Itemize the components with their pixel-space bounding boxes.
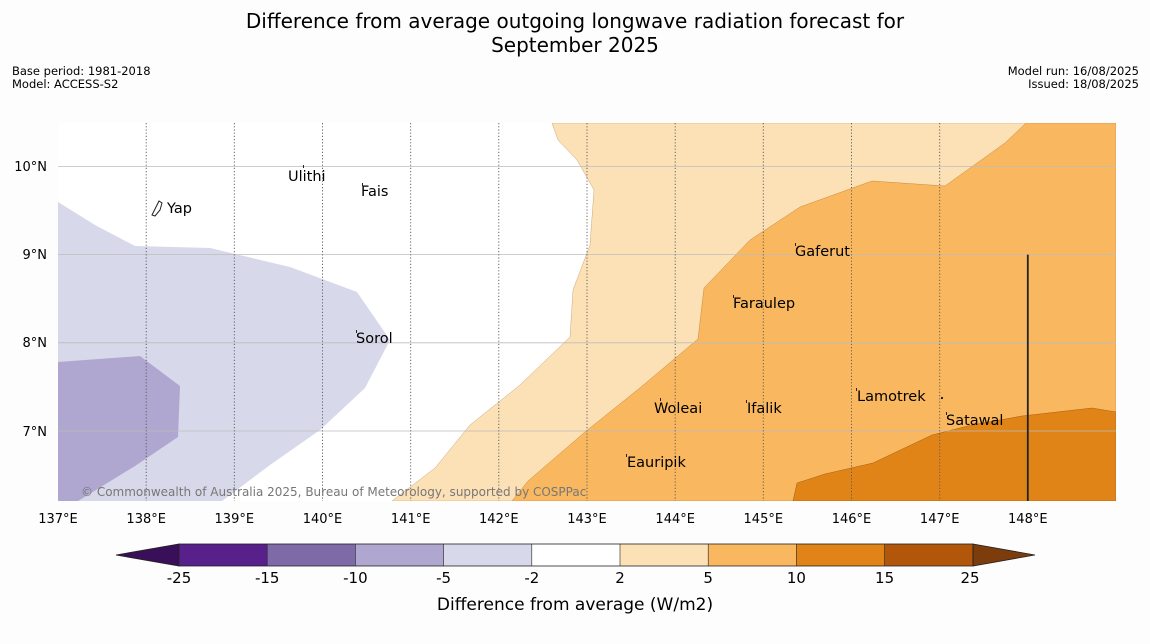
- colorbar-extend-low: [115, 543, 180, 567]
- map-title: Difference from average outgoing longwav…: [0, 9, 1150, 57]
- place-label-satawal: Satawal: [946, 413, 1003, 429]
- colorbar-dividers: [266, 544, 885, 566]
- gaferut-marker: [795, 243, 796, 246]
- lon-label-140e: 140°E: [303, 512, 343, 527]
- lon-label-141e: 141°E: [391, 512, 431, 527]
- title-line-1: Difference from average outgoing longwav…: [245, 9, 905, 33]
- colorbar-segment-neg2-to-2: [531, 544, 620, 566]
- colorbar-tick-label: -5: [436, 569, 451, 587]
- satawal-marker: [946, 412, 947, 415]
- colorbar-tick-label: 25: [960, 569, 979, 587]
- ifalik-marker: [746, 400, 747, 403]
- lon-label-142e: 142°E: [479, 512, 519, 527]
- lon-label-144e: 144°E: [655, 512, 695, 527]
- place-label-lamotrek: Lamotrek: [857, 389, 926, 405]
- colorbar-tick-label: 5: [703, 569, 713, 587]
- colorbar-segment-neg25-to-neg15: [179, 544, 268, 566]
- issued-text: Issued: 18/08/2025: [1028, 77, 1139, 91]
- colorbar-tick-label: -2: [524, 569, 539, 587]
- anomaly-region-5-to-10: [511, 123, 1116, 501]
- lon-label-146e: 146°E: [832, 512, 872, 527]
- map-area: Yap Ulithi Fais Gaferut Faraulep Sorol L…: [58, 123, 1116, 501]
- lon-label-147e: 147°E: [920, 512, 960, 527]
- place-label-woleai: Woleai: [654, 401, 702, 417]
- lat-label-7n: 7°N: [23, 425, 48, 440]
- colorbar-segment-10-to-15: [796, 544, 885, 566]
- lon-label-137e: 137°E: [38, 512, 78, 527]
- colorbar-extend-high: [972, 543, 1036, 567]
- colorbar-tick-label: 15: [875, 569, 894, 587]
- yap-island-shape: [151, 200, 163, 217]
- lon-label-148e: 148°E: [1008, 512, 1048, 527]
- lon-label-145e: 145°E: [744, 512, 784, 527]
- title-line-2: September 2025: [491, 33, 659, 57]
- ulithi-marker: [303, 165, 304, 168]
- place-label-sorol: Sorol: [356, 331, 393, 347]
- colorbar-tick-label: -10: [343, 569, 368, 587]
- lon-label-143e: 143°E: [567, 512, 607, 527]
- place-label-eauripik: Eauripik: [627, 455, 686, 471]
- colorbar-outline: [178, 543, 974, 567]
- colorbar-tick-labels: -25 -15 -10 -5 -2 2 5 10 15 25: [167, 569, 980, 587]
- model-run-text: Model run: 16/08/2025: [1007, 64, 1139, 78]
- place-label-yap: Yap: [166, 201, 192, 217]
- model-text: Model: ACCESS-S2: [12, 77, 119, 91]
- lamotrek-marker: [856, 388, 857, 391]
- place-label-fais: Fais: [361, 184, 388, 200]
- colorbar-segment-neg5-to-neg2: [443, 544, 532, 566]
- place-label-ifalik: Ifalik: [747, 401, 782, 417]
- lat-label-10n: 10°N: [14, 160, 47, 175]
- lon-label-139e: 139°E: [215, 512, 255, 527]
- place-label-ulithi: Ulithi: [288, 169, 326, 185]
- place-label-faraulep: Faraulep: [733, 296, 795, 312]
- colorbar-tick-label: -25: [167, 569, 192, 587]
- colorbar-tick-label: -15: [255, 569, 280, 587]
- eauripik-marker: [626, 454, 627, 457]
- colorbar-segment-neg10-to-neg5: [355, 544, 444, 566]
- faraulep-marker: [733, 295, 734, 298]
- latitude-labels: 10°N 9°N 8°N 7°N: [14, 160, 47, 440]
- lon-label-138e: 138°E: [126, 512, 166, 527]
- lat-label-8n: 8°N: [23, 336, 48, 351]
- colorbar-title: Difference from average (W/m2): [437, 595, 713, 615]
- base-info: Base period: 1981-2018 Model: ACCESS-S2: [12, 65, 151, 91]
- colorbar-segment-15-to-25: [884, 544, 973, 566]
- longitude-labels: 137°E 138°E 139°E 140°E 141°E 142°E 143°…: [38, 512, 1047, 527]
- copyright-credit: © Commonwealth of Australia 2025, Bureau…: [81, 485, 586, 499]
- sorol-marker: [356, 330, 357, 333]
- colorbar-tick-label: 10: [787, 569, 806, 587]
- colorbar-segment-2-to-5: [620, 544, 709, 566]
- lat-label-9n: 9°N: [23, 248, 48, 263]
- colorbar-segment-neg15-to-neg10: [267, 544, 356, 566]
- colorbar-segment-5-to-10: [708, 544, 797, 566]
- woleai-marker: [660, 398, 661, 401]
- colorbar: -25 -15 -10 -5 -2 2 5 10 15 25 Differenc…: [115, 543, 1036, 615]
- run-info: Model run: 16/08/2025 Issued: 18/08/2025: [1008, 65, 1139, 91]
- base-period-text: Base period: 1981-2018: [12, 64, 151, 78]
- longitude-gridlines: [145, 123, 941, 501]
- place-label-gaferut: Gaferut: [795, 244, 850, 260]
- islet-marker: [941, 397, 943, 399]
- anomaly-region-neg10-to-neg5: [58, 356, 180, 501]
- island-markers: [151, 165, 947, 457]
- colorbar-tick-label: 2: [615, 569, 625, 587]
- fais-marker: [362, 183, 363, 186]
